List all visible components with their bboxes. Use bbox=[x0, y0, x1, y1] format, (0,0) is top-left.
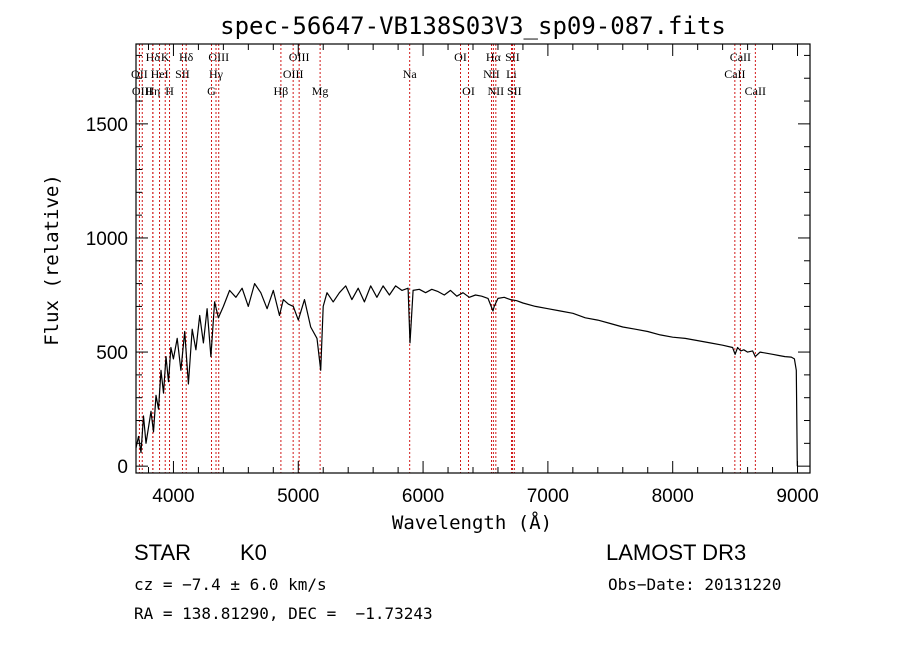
axis-ticks: 4000 5000 6000 7000 8000 9000 0 500 1000 1500 bbox=[86, 44, 819, 507]
x-tick-label: 9000 bbox=[776, 486, 818, 507]
object-subclass: K0 bbox=[240, 540, 267, 565]
spectral-line-label: Hα bbox=[486, 50, 502, 64]
spectral-line-label: SII bbox=[507, 84, 522, 98]
spectral-line-label: H bbox=[165, 84, 174, 98]
spectral-line-label: OI bbox=[454, 50, 467, 64]
y-tick-label: 1000 bbox=[86, 229, 128, 250]
spectral-line-label: OIII bbox=[283, 67, 304, 81]
spectral-line-label: NII bbox=[488, 84, 505, 98]
obs-date: Obs−Date: 20131220 bbox=[608, 575, 782, 594]
spectral-line-label: OIII bbox=[208, 50, 229, 64]
spectral-line-label: CaII bbox=[730, 50, 751, 64]
spectral-line-label: SII bbox=[505, 50, 520, 64]
y-tick-label: 0 bbox=[117, 457, 128, 478]
spectral-line-label: G bbox=[207, 84, 216, 98]
plot-frame bbox=[135, 43, 811, 474]
spectral-line-label: OI bbox=[462, 84, 475, 98]
spectral-line-label: CaII bbox=[745, 84, 766, 98]
coordinates: RA = 138.81290, DEC = −1.73243 bbox=[134, 604, 433, 623]
spectral-line-label: OIII bbox=[132, 84, 153, 98]
x-tick-label: 5000 bbox=[277, 486, 319, 507]
spectral-line-label: OII bbox=[131, 67, 148, 81]
spectral-line-label: Hδ bbox=[179, 50, 194, 64]
spectral-line-label: NII bbox=[483, 67, 500, 81]
spectral-line-label: K bbox=[161, 50, 170, 64]
spectral-line-label: Mg bbox=[312, 84, 329, 98]
spectrum-line bbox=[135, 283, 798, 467]
x-tick-label: 7000 bbox=[527, 486, 569, 507]
x-tick-label: 6000 bbox=[402, 486, 444, 507]
spectral-line-label: Li bbox=[506, 67, 517, 81]
spectral-line-label: Hγ bbox=[209, 67, 224, 81]
object-class: STAR bbox=[134, 540, 192, 565]
spectral-line-label: OIII bbox=[289, 50, 310, 64]
y-axis-label: Flux (relative) bbox=[41, 174, 63, 346]
y-tick-label: 1500 bbox=[86, 115, 128, 136]
chart-title: spec-56647-VB138S03V3_sp09-087.fits bbox=[220, 12, 726, 40]
spectral-line-label: CaII bbox=[724, 67, 745, 81]
y-tick-label: 500 bbox=[96, 343, 128, 364]
spectral-line-label: SII bbox=[175, 67, 190, 81]
spectral-line-label: Hβ bbox=[274, 84, 289, 98]
redshift-readout: cz = −7.4 ± 6.0 km/s bbox=[134, 575, 327, 594]
spectral-line-label: Na bbox=[403, 67, 418, 81]
spectral-line-label: Hη bbox=[145, 84, 160, 98]
survey-name: LAMOST DR3 bbox=[606, 540, 747, 565]
x-tick-label: 8000 bbox=[652, 486, 694, 507]
x-axis-label: Wavelength (Å) bbox=[392, 511, 552, 534]
x-tick-label: 4000 bbox=[152, 486, 194, 507]
spectral-line-label: HeI bbox=[151, 67, 169, 81]
